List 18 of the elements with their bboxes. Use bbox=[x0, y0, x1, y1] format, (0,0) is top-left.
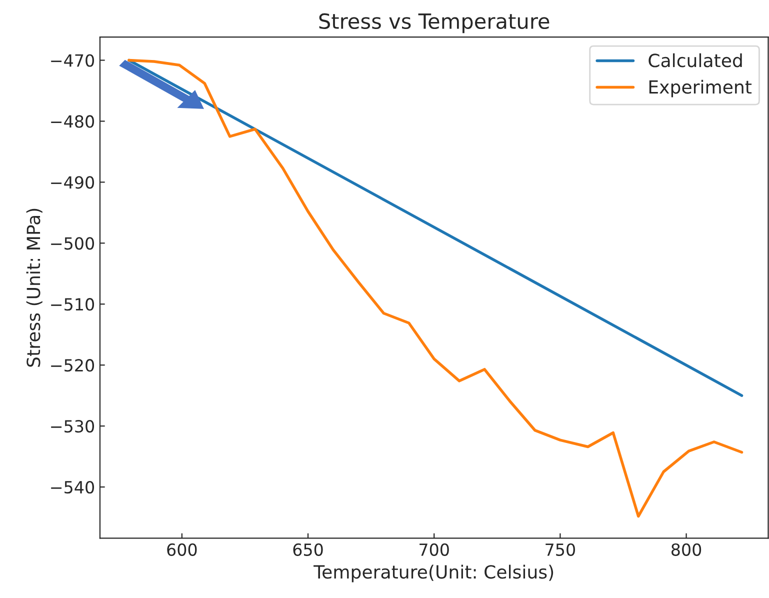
legend-label: Experiment bbox=[649, 80, 752, 98]
y-tick-label: −510 bbox=[51, 298, 94, 311]
y-tick-label: −470 bbox=[51, 54, 94, 67]
y-tick-label: −540 bbox=[51, 480, 94, 494]
y-tick-label: −520 bbox=[51, 359, 94, 372]
x-tick-label: 800 bbox=[672, 543, 702, 556]
y-tick-label: −500 bbox=[51, 237, 94, 250]
y-tick-label: −480 bbox=[51, 115, 94, 128]
x-axis-title: Temperature(Unit: Celsius) bbox=[314, 564, 554, 582]
y-tick-label: −530 bbox=[51, 420, 94, 433]
x-tick-label: 700 bbox=[420, 543, 449, 556]
legend-label: Calculated bbox=[648, 53, 742, 68]
x-tick-label: 750 bbox=[546, 543, 575, 556]
y-tick-label: −490 bbox=[51, 176, 94, 189]
x-tick-label: 600 bbox=[167, 543, 197, 556]
x-tick-label: 650 bbox=[293, 543, 323, 556]
y-axis-title: Stress (Unit: MPa) bbox=[26, 208, 42, 367]
chart-title: Stress vs Temperature bbox=[319, 13, 550, 34]
